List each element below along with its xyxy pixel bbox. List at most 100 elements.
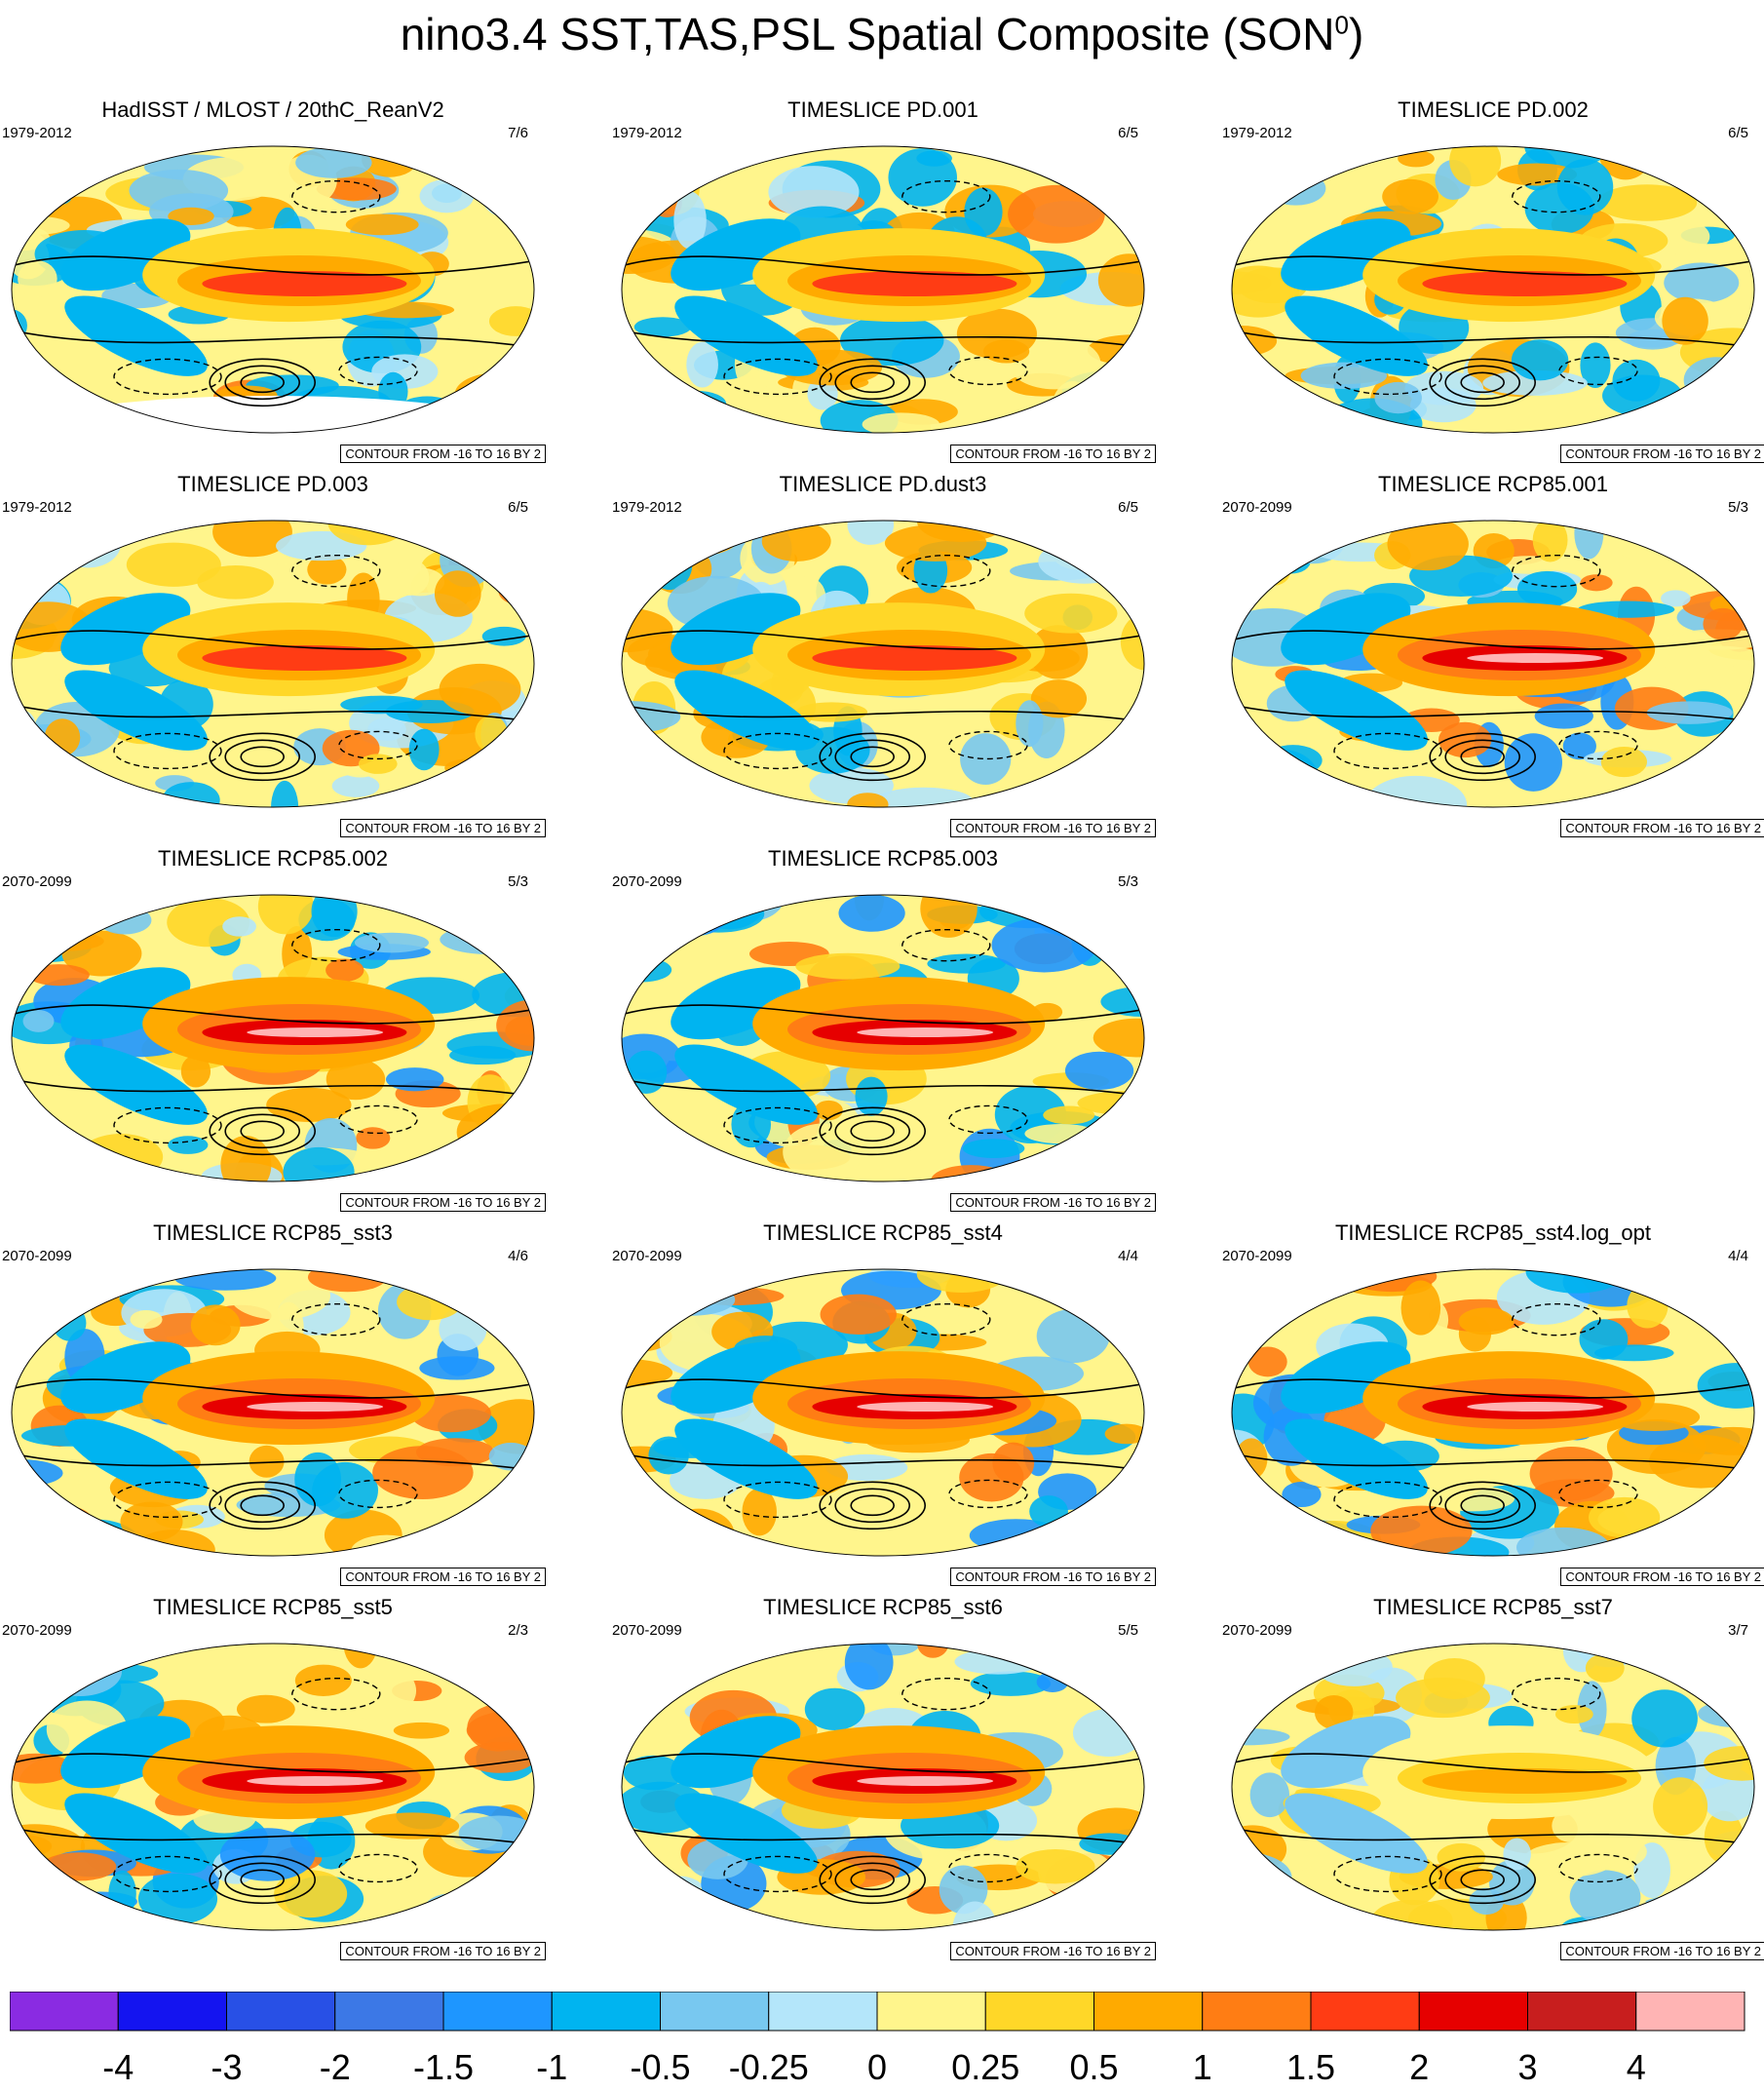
colorbar-tick-label: 2 <box>1409 2047 1429 2087</box>
map-plot <box>621 520 1145 808</box>
anomaly-patch <box>1232 782 1266 807</box>
cool-anomaly-south <box>64 1418 208 1499</box>
anomaly-patch <box>212 146 289 156</box>
anomaly-patch <box>1511 339 1569 381</box>
psl-contours <box>1232 255 1754 407</box>
colorbar-box <box>10 1992 119 2032</box>
cool-anomaly-north <box>671 1716 801 1789</box>
panel-period: 2070-2099 <box>1222 499 1292 516</box>
contour-ring-negative <box>1558 356 1638 386</box>
anomaly-patch <box>622 1887 669 1930</box>
map-plot <box>11 1643 535 1931</box>
contour-ring-negative <box>113 1855 222 1893</box>
contour-line <box>12 1753 534 1773</box>
map-border <box>621 145 1145 434</box>
psl-contours-negative <box>723 179 1028 396</box>
colorbar-tick-label: 0.5 <box>1069 2047 1118 2087</box>
contour-ring <box>834 739 911 775</box>
contour-ring <box>834 365 911 401</box>
cool-anomaly-north <box>60 218 191 291</box>
contour-info-box: CONTOUR FROM -16 TO 16 BY 2 <box>340 1568 546 1586</box>
psl-contours <box>622 1753 1144 1905</box>
cool-anomaly-north <box>60 593 191 666</box>
panel-period: 1979-2012 <box>2 499 72 516</box>
anomaly-patch <box>622 366 652 413</box>
panel-ratio: 5/3 <box>1728 499 1748 516</box>
anomaly-patch <box>1282 1482 1322 1508</box>
psl-contours-negative <box>113 179 418 396</box>
colorbar-tick-label: 0.25 <box>951 2047 1019 2087</box>
cool-anomaly-south <box>1285 670 1428 751</box>
anomaly-patch <box>1715 532 1754 573</box>
contour-ring-negative <box>723 1106 832 1144</box>
cool-anomaly-north <box>671 1341 801 1414</box>
anomaly-patch <box>249 1445 285 1478</box>
panel-ratio: 6/5 <box>1728 125 1748 141</box>
contour-ring-negative <box>113 732 222 770</box>
anomaly-patch <box>1400 1280 1441 1336</box>
contour-line <box>1232 329 1754 349</box>
anomaly-patch <box>1532 521 1568 562</box>
map-panel: HadISST / MLOST / 20thC_ReanV2 1979-2012 7… <box>0 97 546 468</box>
contour-ring <box>1429 358 1537 407</box>
contour-ring-negative <box>1333 1481 1442 1519</box>
anomaly-patch <box>364 1812 460 1839</box>
anomaly-patch <box>1036 1308 1110 1364</box>
map-plot <box>1231 1643 1755 1931</box>
anomaly-patch <box>1374 381 1422 414</box>
colorbar-tick-label: -1 <box>536 2047 567 2087</box>
anomaly-patch <box>1030 679 1088 718</box>
anomaly-patch <box>636 371 688 430</box>
anomaly-patch <box>12 755 66 803</box>
anomaly-patch <box>219 1828 316 1881</box>
contour-ring <box>819 1106 927 1156</box>
contour-ring-negative <box>1512 179 1601 213</box>
anomaly-patch <box>1314 1694 1354 1730</box>
anomaly-patch <box>962 1139 1025 1159</box>
anomaly-patch <box>1556 158 1614 215</box>
panel-title: TIMESLICE RCP85.002 <box>158 846 388 871</box>
colorbar-box <box>1527 1992 1637 2032</box>
anomaly-patch <box>331 774 380 797</box>
contour-ring <box>850 371 896 394</box>
anomaly-patch <box>212 521 292 558</box>
colorbar-box <box>1202 1992 1312 2032</box>
colorbar-box <box>876 1992 986 2032</box>
panel-title: TIMESLICE RCP85_sst4 <box>763 1220 1003 1245</box>
anomaly-patch <box>646 536 693 591</box>
psl-contours <box>622 255 1144 407</box>
anomaly-patch <box>426 895 516 925</box>
anomaly-patch <box>326 958 364 982</box>
anomaly-patch <box>472 1504 534 1547</box>
map-border <box>11 1643 535 1931</box>
anomaly-patch <box>1015 146 1093 168</box>
contour-ring <box>850 1494 896 1517</box>
anomaly-patch <box>12 1149 57 1181</box>
contour-info-box: CONTOUR FROM -16 TO 16 BY 2 <box>340 445 546 463</box>
contour-ring-negative <box>291 554 381 588</box>
contour-ring-negative <box>901 1677 991 1711</box>
contour-info-box: CONTOUR FROM -16 TO 16 BY 2 <box>340 1193 546 1212</box>
map-plot <box>621 894 1145 1182</box>
anomaly-patch <box>393 1722 450 1739</box>
cool-anomaly-north <box>1281 1716 1411 1789</box>
anomaly-patch <box>274 1870 348 1918</box>
panel-period: 2070-2099 <box>612 1622 682 1639</box>
map-panel: TIMESLICE RCP85_sst7 2070-2099 3/7 CONTOUR … <box>1220 1595 1764 1965</box>
panel-period: 2070-2099 <box>612 1248 682 1264</box>
map-border <box>11 145 535 434</box>
anomaly-patch <box>126 542 221 587</box>
panel-period: 1979-2012 <box>1222 125 1292 141</box>
map-plot <box>621 145 1145 434</box>
panel-period: 2070-2099 <box>2 1248 72 1264</box>
anomaly-patch <box>283 1146 355 1181</box>
anomaly-patch <box>26 1269 111 1290</box>
warm-tongue-peak <box>857 1776 994 1787</box>
anomaly-patch <box>1562 732 1596 760</box>
contour-ring <box>834 1113 911 1149</box>
anomaly-patch <box>1676 1644 1737 1688</box>
colorbar-tick-label: 0 <box>867 2047 887 2087</box>
anomaly-patch <box>180 1055 211 1088</box>
contour-line <box>622 1452 1144 1472</box>
anomaly-patch <box>1238 749 1319 805</box>
